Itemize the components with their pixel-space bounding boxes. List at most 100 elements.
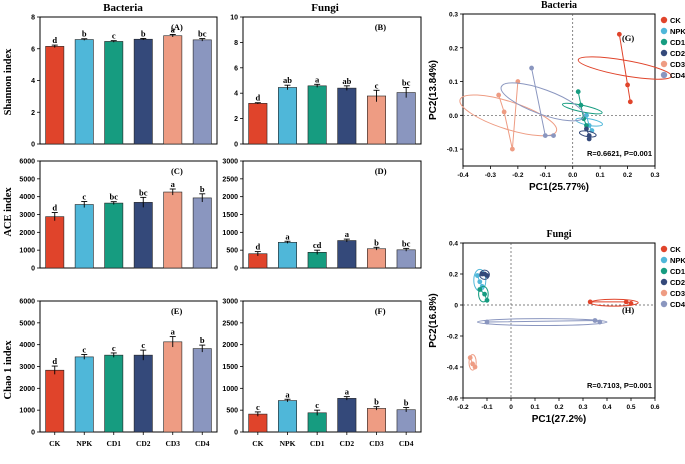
x-tick-label: -0.1: [481, 404, 493, 411]
y-tick-label: 0: [234, 266, 238, 273]
bar-ck: [45, 216, 65, 269]
x-tick-label: CD1: [310, 439, 325, 448]
y-tick-label: 3000: [222, 299, 238, 306]
y-tick-label: 0.2: [449, 45, 458, 52]
legend-marker-cd2: [660, 278, 668, 286]
point-cd3: [496, 92, 502, 98]
panel-label: (C): [171, 166, 183, 176]
y-tick-label: 1000: [19, 248, 35, 255]
y-tick-label: 0: [234, 430, 238, 437]
y-tick-label: 10: [230, 15, 238, 22]
y-tick-label: 2000: [19, 230, 35, 237]
ellipse-cd1: [478, 285, 489, 303]
panel-label: (F): [375, 306, 386, 316]
chao-row-label: Chao 1 index: [3, 340, 14, 400]
point-ck: [616, 31, 622, 37]
panel-d: 0 500 1000 1500 2000 2500 3000 (D) d a cd a b bc: [222, 159, 422, 273]
y-tick-label: -0.6: [447, 396, 459, 403]
point-cd1: [575, 89, 581, 95]
y-tick-label: 1000: [222, 230, 238, 237]
panel-g: Bacteria -0.4 -0.3 -0.2 -0.1 0.0 0.1 0.2 0.3 -0.1…: [428, 0, 685, 193]
scatter-title: Fungi: [546, 229, 571, 240]
x-tick-label: 0.0: [568, 172, 577, 179]
connector-ck: [618, 34, 631, 102]
significance-letter: a: [345, 229, 350, 239]
point-cd2: [586, 133, 592, 139]
panel-label: (E): [171, 306, 183, 316]
panel-e-frame: [39, 300, 218, 433]
significance-letter: b: [404, 398, 409, 408]
panel-label: (B): [375, 22, 387, 32]
y-tick-label: 4000: [19, 194, 35, 201]
bar-cd3: [367, 95, 386, 145]
y-tick-label: 6: [31, 46, 35, 53]
y-tick-label: 1000: [19, 408, 35, 415]
legend-label-cd4: CD4: [670, 300, 685, 309]
bar-cd3: [163, 35, 183, 145]
significance-letter: a: [285, 231, 290, 241]
point-cd4: [484, 319, 490, 325]
y-tick-label: 0.0: [449, 113, 458, 120]
x-tick-label: 0.3: [650, 172, 659, 179]
point-cd3: [509, 146, 515, 152]
point-ck: [587, 299, 593, 305]
panel-d-frame: [242, 160, 422, 269]
legend-label-cd4: CD4: [670, 71, 685, 80]
x-tick-label: 0.2: [554, 404, 563, 411]
panel-e: 0 1000 2000 3000 4000 5000 6000 (E) d CK c NPK c CD1 c…: [19, 299, 218, 448]
y-tick-label: 6000: [19, 159, 35, 166]
point-ck: [625, 82, 630, 88]
fungi-column-title: Fungi: [311, 2, 339, 14]
y-tick-label: 2000: [222, 194, 238, 201]
point-cd3: [472, 364, 478, 370]
bar-npk: [74, 356, 94, 433]
x-tick-label: CD3: [165, 439, 180, 448]
legend-marker-cd3: [660, 60, 668, 68]
legend-label-cd3: CD3: [670, 289, 685, 298]
x-tick-label: 0.1: [596, 172, 605, 179]
ellipse-ck: [577, 56, 672, 80]
significance-letter: c: [112, 343, 116, 353]
significance-letter: bc: [110, 192, 119, 202]
legend-label-cd3: CD3: [670, 60, 685, 69]
significance-letter: a: [345, 387, 350, 397]
x-tick-label: CK: [252, 439, 263, 448]
bar-cd3: [163, 341, 183, 433]
bacteria-column-title: Bacteria: [103, 2, 143, 14]
y-tick-label: 8: [31, 15, 35, 22]
point-cd3: [501, 109, 507, 115]
bar-cd1: [104, 354, 124, 433]
bar-ck: [45, 369, 65, 433]
point-ck: [628, 301, 634, 306]
point-ck: [627, 99, 633, 105]
x-tick-label: 0.2: [623, 172, 632, 179]
bar-cd4: [396, 92, 416, 145]
point-cd4: [597, 319, 603, 325]
y-tick-label: 1000: [222, 386, 238, 393]
x-tick-label: NPK: [76, 439, 92, 448]
y-tick-label: 3000: [222, 159, 238, 166]
x-axis-label: PC1(27.2%): [532, 414, 586, 425]
significance-letter: b: [141, 28, 146, 38]
x-axis-label: PC1(25.77%): [529, 182, 589, 193]
bar-cd1: [104, 41, 124, 145]
legend-marker-cd4: [660, 71, 668, 79]
significance-letter: d: [255, 93, 260, 103]
bar-npk: [278, 242, 297, 269]
y-tick-label: 0: [31, 142, 35, 149]
legend-label-cd1: CD1: [670, 38, 685, 47]
y-tick-label: 0: [454, 303, 458, 310]
significance-letter: b: [200, 335, 205, 345]
panel-label: (G): [622, 33, 634, 43]
y-tick-label: 0: [31, 266, 35, 273]
legend-label-cd1: CD1: [670, 267, 685, 276]
bar-npk: [278, 400, 297, 433]
y-tick-label: 0.3: [449, 12, 458, 19]
point-cd1: [584, 123, 589, 128]
bar-cd1: [104, 202, 124, 269]
legend-label-cd2: CD2: [670, 49, 685, 58]
bar-cd2: [337, 398, 357, 433]
connector-cd4: [486, 319, 600, 323]
y-tick-label: 6000: [19, 299, 35, 306]
